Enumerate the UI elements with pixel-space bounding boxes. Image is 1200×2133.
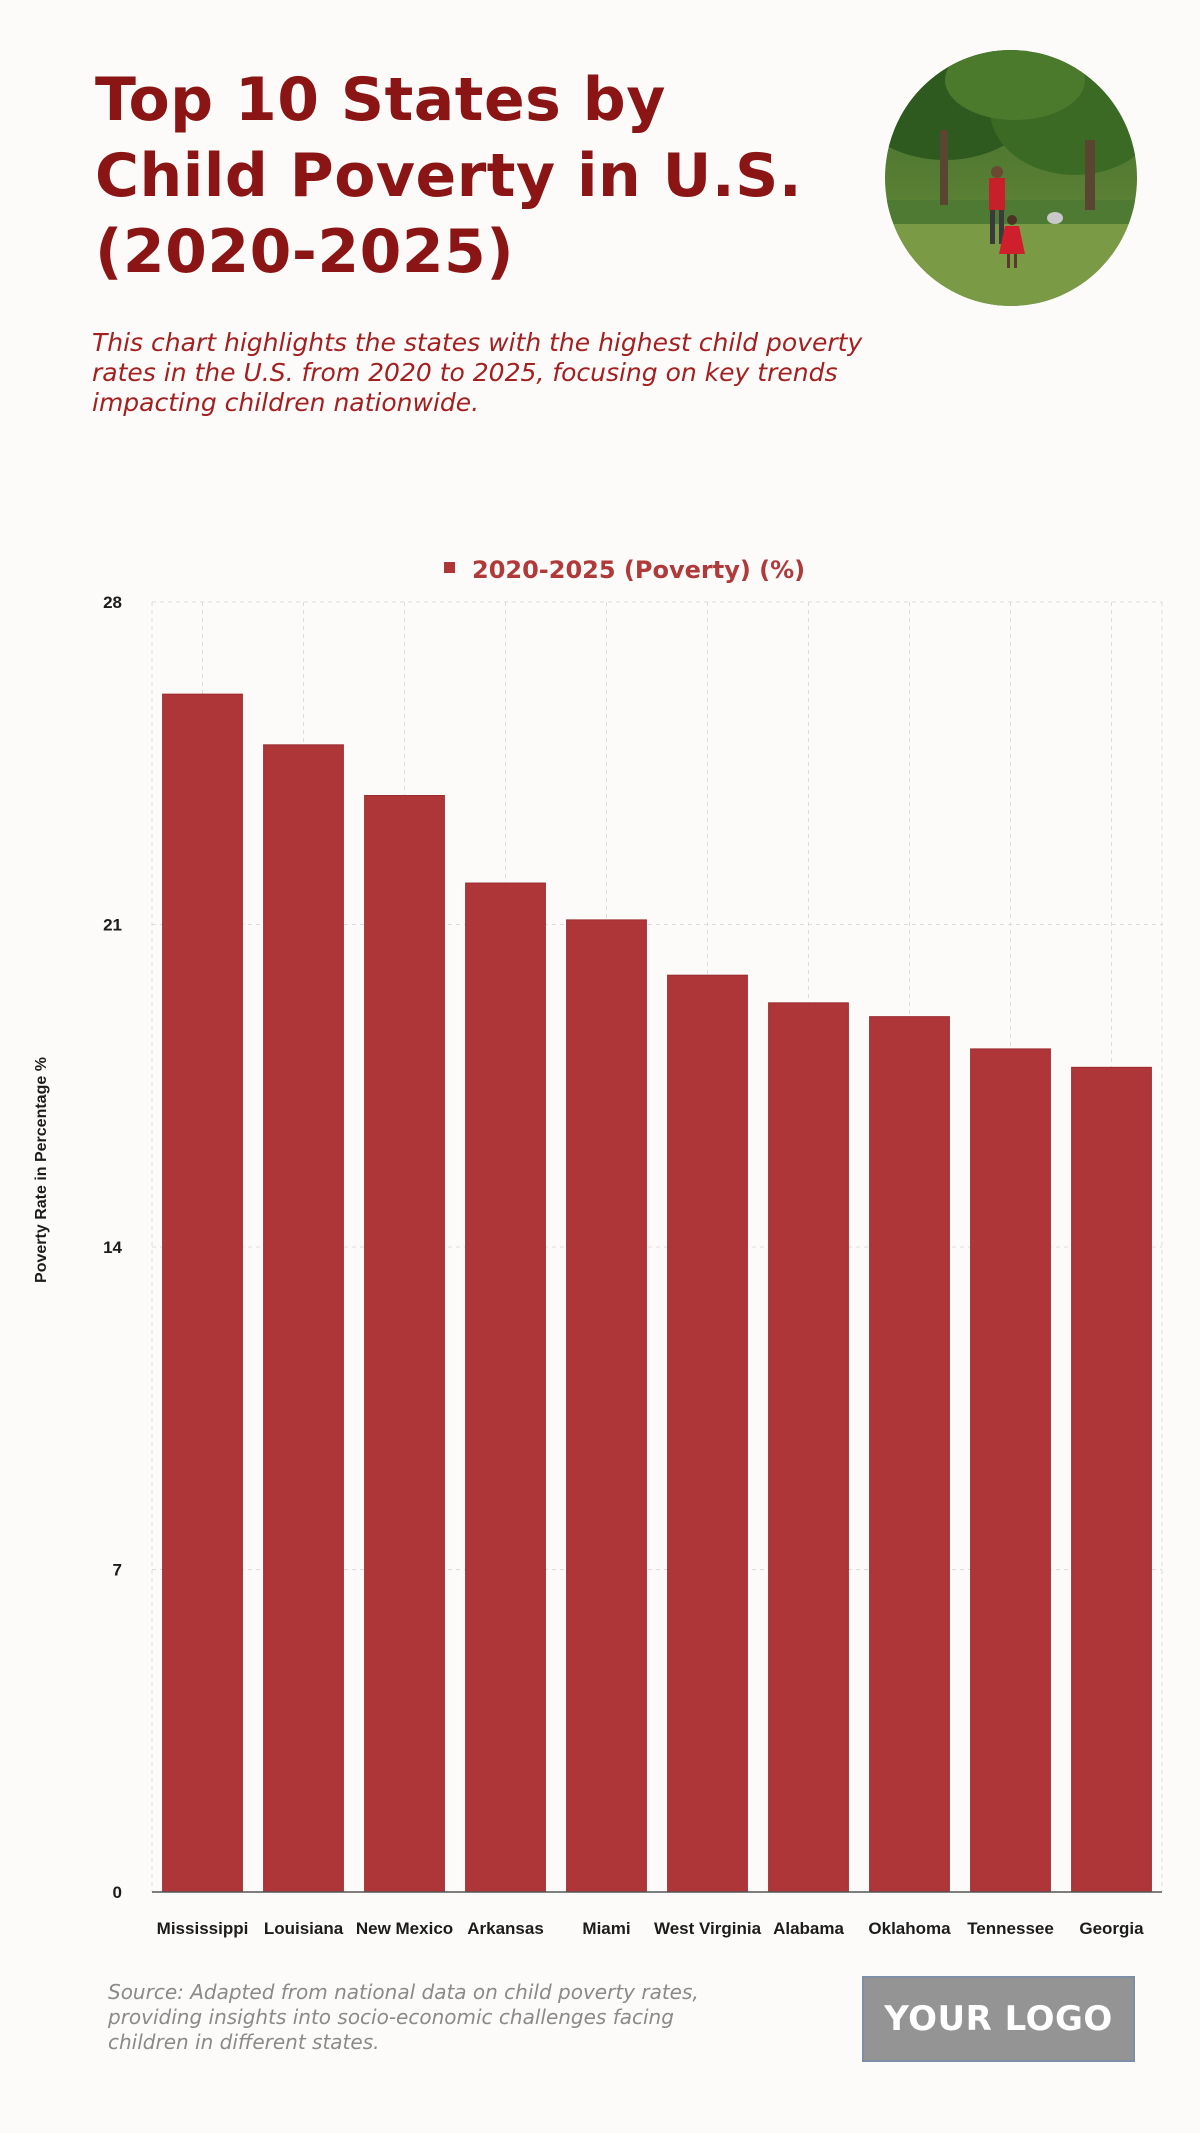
bar-miami — [566, 919, 647, 1893]
legend: 2020-2025 (Poverty) (%) — [444, 556, 805, 584]
x-tick-label: New Mexico — [356, 1919, 453, 1938]
park-photo-illustration — [885, 50, 1137, 306]
poverty-bar-chart: 0 7 14 21 28 Mississippi Louisiana New Mexico Ar… — [33, 556, 1163, 1938]
child-photo — [885, 50, 1137, 306]
x-tick-label: Louisiana — [264, 1919, 344, 1938]
x-tick-label: Miami — [582, 1919, 630, 1938]
x-tick-label: Arkansas — [467, 1919, 544, 1938]
legend-label: 2020-2025 (Poverty) (%) — [472, 556, 805, 584]
bars — [162, 693, 1152, 1893]
axes: 0 7 14 21 28 Mississippi Louisiana New Mexico Ar… — [103, 593, 1162, 1938]
y-tick-label: 21 — [103, 916, 122, 935]
bar-georgia — [1071, 1066, 1152, 1893]
source-note: Source: Adapted from national data on ch… — [108, 1980, 699, 2054]
x-tick-label: Oklahoma — [868, 1919, 951, 1938]
bar-oklahoma — [869, 1016, 950, 1893]
chart-subtitle: This chart highlights the states with th… — [92, 328, 863, 417]
bar-louisiana — [263, 744, 344, 1893]
y-tick-label: 14 — [103, 1238, 122, 1257]
chart-title: Top 10 States by Child Poverty in U.S. (… — [95, 65, 803, 287]
y-tick-label: 7 — [113, 1561, 122, 1580]
y-tick-label: 0 — [113, 1883, 122, 1902]
logo-placeholder: YOUR LOGO — [862, 1976, 1135, 2062]
y-axis-label: Poverty Rate in Percentage % — [33, 1057, 50, 1283]
y-tick-label: 28 — [103, 593, 122, 612]
bar-alabama — [768, 1002, 849, 1893]
x-tick-label: West Virginia — [654, 1919, 762, 1938]
legend-swatch — [444, 562, 455, 573]
bar-west-virginia — [667, 974, 748, 1893]
bar-mississippi — [162, 693, 243, 1893]
bar-arkansas — [465, 882, 546, 1893]
x-tick-label: Mississippi — [157, 1919, 249, 1938]
bar-tennessee — [970, 1048, 1051, 1893]
x-tick-label: Georgia — [1079, 1919, 1144, 1938]
bar-new-mexico — [364, 795, 445, 1893]
x-tick-label: Alabama — [773, 1919, 844, 1938]
x-tick-label: Tennessee — [967, 1919, 1054, 1938]
